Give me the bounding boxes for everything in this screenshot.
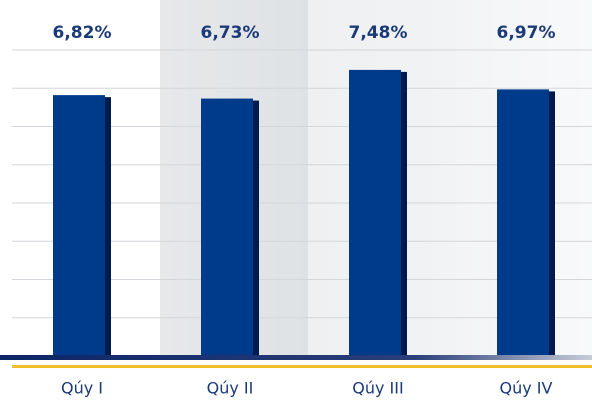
bar-shade — [401, 71, 407, 356]
data-label: 7,48% — [349, 23, 408, 43]
x-tick-label: Qúy I — [61, 379, 103, 398]
data-label: 6,97% — [497, 23, 556, 43]
x-tick-label: Qúy III — [352, 379, 403, 398]
accent-line — [12, 365, 592, 368]
bar — [349, 69, 407, 356]
bar — [201, 98, 259, 356]
bar-face — [497, 89, 549, 357]
x-tick-label: Qúy IV — [500, 379, 553, 398]
bar-face — [53, 95, 105, 356]
bar-shade — [105, 97, 111, 356]
bar-face — [349, 69, 401, 356]
bar-face — [201, 98, 253, 356]
data-label: 6,73% — [201, 23, 260, 43]
baseline — [0, 355, 592, 360]
x-tick-label: Qúy II — [207, 379, 254, 398]
bar — [497, 89, 555, 357]
data-label: 6,82% — [53, 23, 112, 43]
bar-shade — [549, 91, 555, 357]
bar — [53, 95, 111, 356]
bar-shade — [253, 100, 259, 356]
